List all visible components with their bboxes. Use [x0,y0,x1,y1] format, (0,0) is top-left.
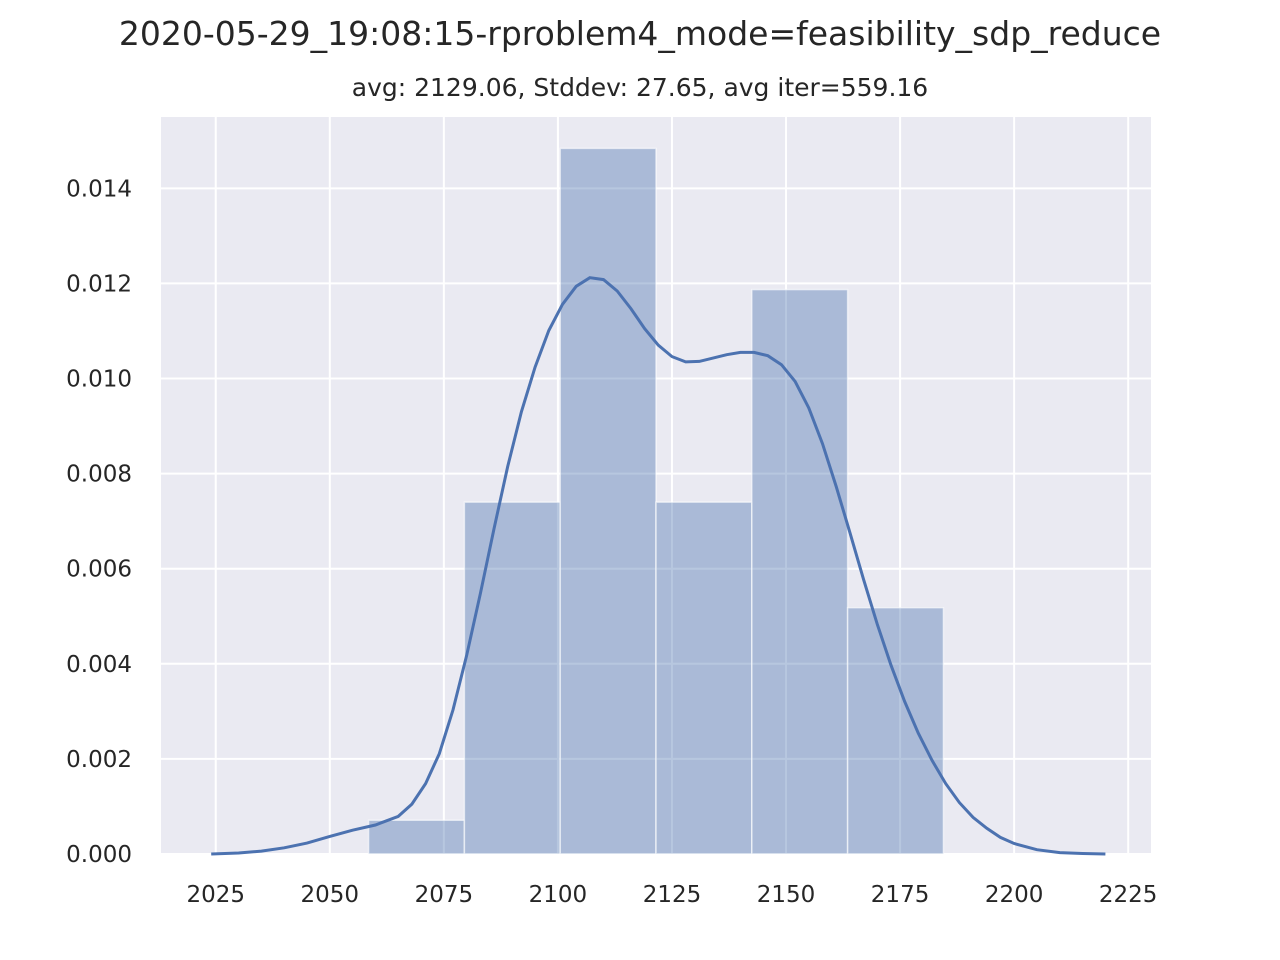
histogram-bar [367,819,466,855]
x-tick-label: 2175 [871,882,930,908]
x-tick-label: 2050 [301,882,360,908]
x-tick-label: 2100 [529,882,588,908]
x-axis-ticks: 2025 2050 2075 2100 2125 2150 2175 2200 2225 [186,882,1157,908]
y-tick-label: 0.006 [66,557,132,583]
histogram-bar [463,501,561,855]
x-tick-label: 2225 [1099,882,1158,908]
histogram-bar [846,606,945,855]
y-tick-label: 0.010 [66,367,132,393]
histogram-bars [367,147,945,855]
x-tick-label: 2125 [643,882,702,908]
x-tick-label: 2025 [186,882,245,908]
x-tick-label: 2075 [415,882,474,908]
x-tick-label: 2150 [757,882,816,908]
chart-subtitle: avg: 2129.06, Stddev: 27.65, avg iter=55… [351,73,929,102]
y-tick-label: 0.012 [66,271,132,297]
chart-title: 2020-05-29_19:08:15-rproblem4_mode=feasi… [118,14,1162,53]
histogram-bar [655,501,753,855]
histogram-bar [751,288,849,855]
y-tick-label: 0.002 [66,747,132,773]
histogram-bar [559,147,657,855]
kde-line [211,276,1106,856]
x-tick-label: 2200 [985,882,1044,908]
y-tick-label: 0.004 [66,652,132,678]
y-tick-label: 0.000 [66,842,132,868]
y-tick-label: 0.008 [66,462,132,488]
y-axis-ticks: 0.000 0.002 0.004 0.006 0.008 0.010 0.012 0.014 [66,176,132,868]
y-tick-label: 0.014 [66,176,132,202]
